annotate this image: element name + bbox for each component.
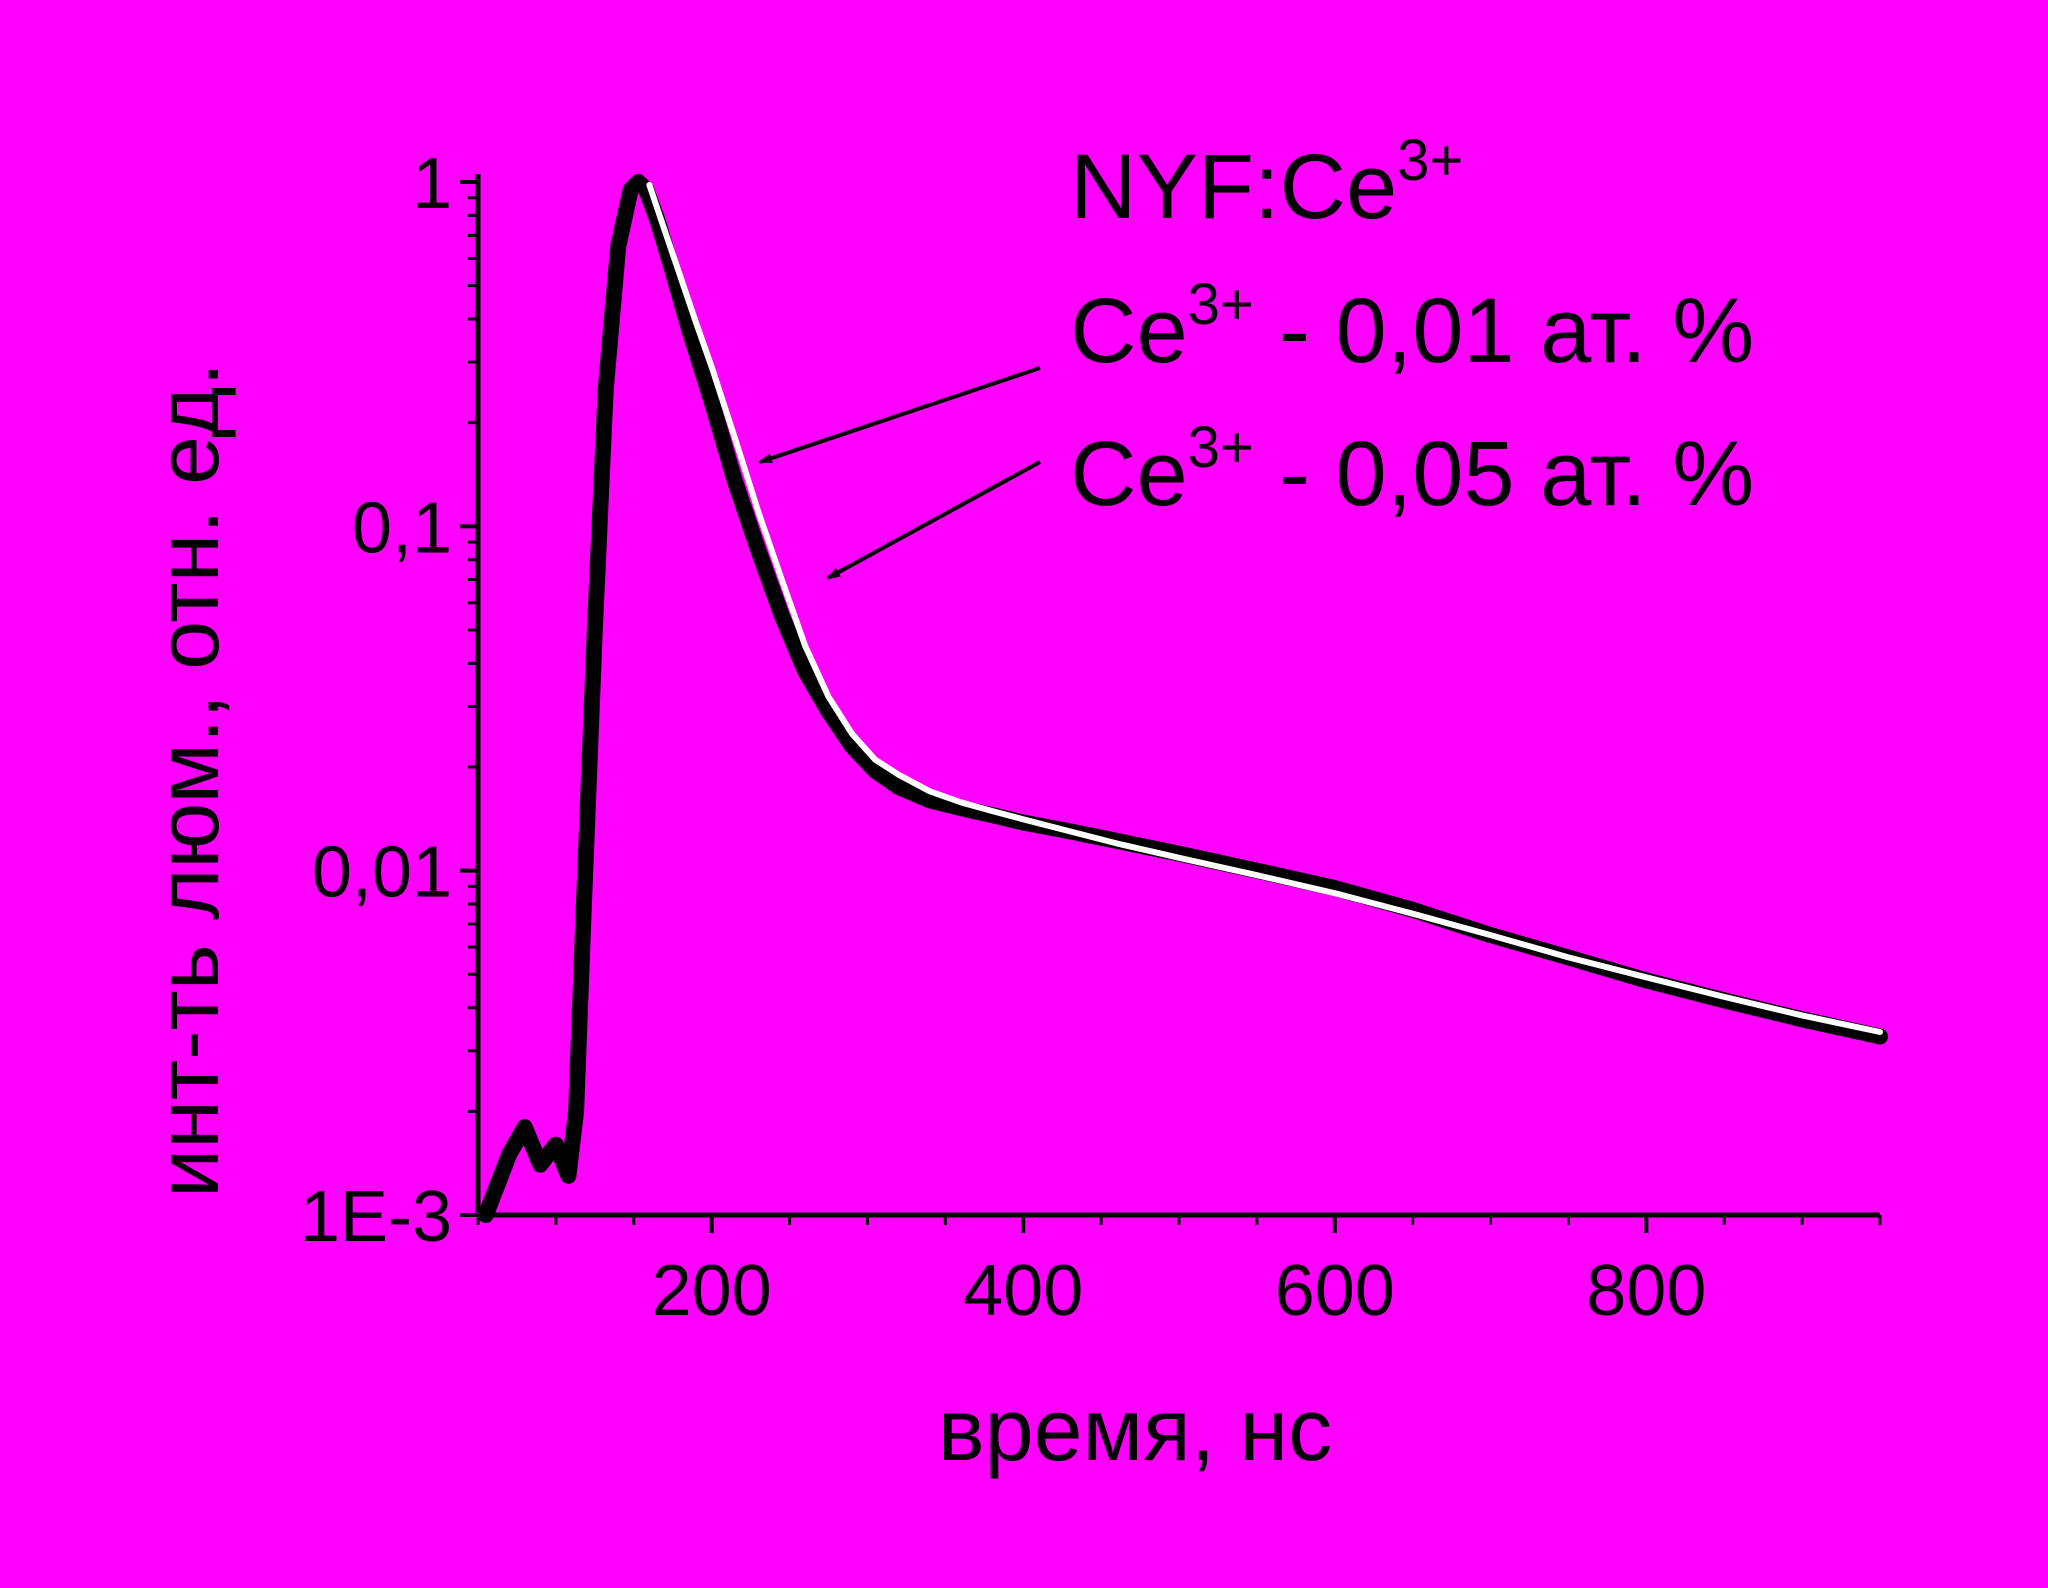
series-layer	[477, 174, 1888, 1223]
legend-entry-1: Ce3+ - 0,01 ат. %	[1070, 272, 1754, 382]
legend-entry-1-prefix: Ce	[1070, 280, 1188, 382]
legend-title-main: NYF:Ce	[1070, 136, 1397, 238]
x-tick-label-400: 400	[963, 1251, 1083, 1331]
y-tick-label-1: 0,1	[352, 488, 452, 568]
x-tick-label-800: 800	[1586, 1251, 1706, 1331]
ticks: 200 400 600 800 1 0,1 0,01 1E-3	[300, 144, 1882, 1331]
legend-arrow-2	[826, 460, 1041, 580]
legend-title-sup: 3+	[1397, 128, 1463, 193]
y-axis-title: инт-ть люм., отн. ед.	[138, 362, 237, 1198]
legend-entry-2-text: - 0,05 ат. %	[1254, 423, 1754, 525]
y-tick-label-3: 1E-3	[300, 1177, 452, 1257]
legend-entry-1-sup: 3+	[1188, 272, 1254, 337]
legend-title: NYF:Ce3+	[1070, 128, 1463, 238]
x-tick-label-200: 200	[652, 1251, 772, 1331]
y-tick-label-2: 0,01	[312, 833, 452, 913]
series-line-2	[646, 182, 1883, 1035]
y-tick-label-0: 1	[412, 144, 452, 224]
legend: NYF:Ce3+ Ce3+ - 0,01 ат. % Ce3+ - 0,05 а…	[758, 128, 1754, 580]
legend-entry-1-text: - 0,01 ат. %	[1254, 280, 1754, 382]
x-tick-label-600: 600	[1275, 1251, 1395, 1331]
legend-entry-2: Ce3+ - 0,05 ат. %	[1070, 415, 1754, 525]
series-line-1	[477, 174, 1888, 1223]
legend-entry-2-sup: 3+	[1188, 415, 1254, 480]
legend-arrow-1	[758, 366, 1041, 464]
legend-entry-2-prefix: Ce	[1070, 423, 1188, 525]
x-axis-title: время, нс	[938, 1380, 1332, 1479]
